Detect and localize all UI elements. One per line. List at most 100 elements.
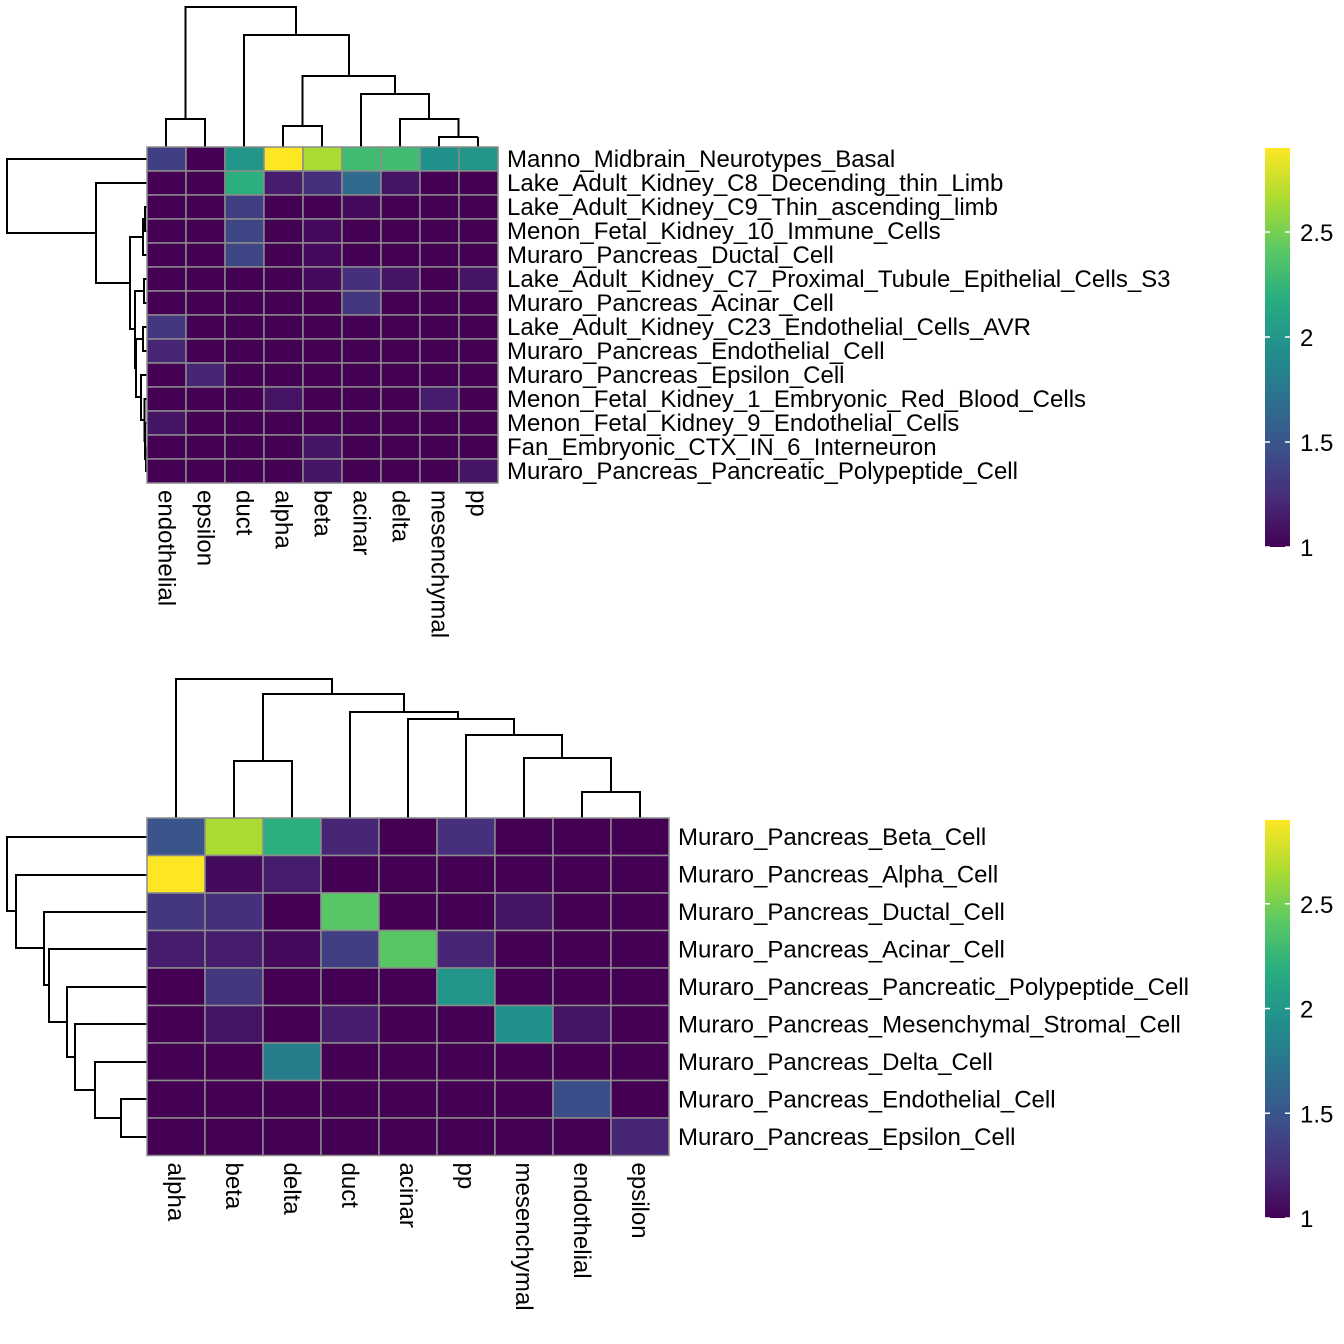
heatmap-cell [185, 458, 226, 484]
heatmap-cell [224, 218, 265, 244]
heatmap-cell [146, 1042, 206, 1082]
heatmap-cell [146, 146, 187, 172]
heatmap-cell [185, 290, 226, 316]
heatmap-cell [146, 1079, 206, 1119]
heatmap-cell [185, 218, 226, 244]
row-label: Menon_Fetal_Kidney_1_Embryonic_Red_Blood… [507, 386, 1086, 413]
column-dendrogram-branch [282, 125, 323, 147]
column-label: beta [220, 1163, 247, 1210]
heatmap-cell [302, 314, 343, 340]
heatmap-cell [224, 290, 265, 316]
row-label: Muraro_Pancreas_Mesenchymal_Stromal_Cell [678, 1011, 1181, 1038]
heatmap-cell [380, 338, 421, 364]
column-label: mesenchymal [426, 490, 453, 638]
column-label: duct [231, 490, 258, 536]
heatmap-cell [262, 1079, 322, 1119]
heatmap-cell [185, 194, 226, 220]
heatmap-cell [494, 1117, 554, 1157]
heatmap-cell [419, 146, 460, 172]
heatmap-cell [302, 218, 343, 244]
column-dendrogram-branch [165, 118, 206, 147]
heatmap-cell [185, 170, 226, 196]
column-label: acinar [348, 490, 375, 555]
heatmap-cell [185, 410, 226, 436]
heatmap-cell [302, 458, 343, 484]
heatmap-cell [458, 218, 499, 244]
heatmap-cell [341, 146, 382, 172]
colorbar [1265, 148, 1290, 547]
column-label: beta [309, 490, 336, 537]
row-label: Fan_Embryonic_CTX_IN_6_Interneuron [507, 434, 937, 461]
heatmap-cell [224, 434, 265, 460]
row-label: Manno_Midbrain_Neurotypes_Basal [507, 146, 895, 173]
column-label: epsilon [192, 490, 219, 566]
heatmap-cell [204, 1042, 264, 1082]
heatmap-cell [262, 892, 322, 932]
heatmap-cell [146, 817, 206, 857]
heatmap-cell [185, 386, 226, 412]
heatmap-cell [494, 1042, 554, 1082]
heatmap-cell [263, 266, 304, 292]
column-dendrogram-branch [581, 791, 641, 818]
row-dendrogram-branch [48, 948, 147, 1023]
heatmap-cell [458, 290, 499, 316]
heatmap-cell [341, 266, 382, 292]
heatmap-cell [146, 1117, 206, 1157]
heatmap-cell [552, 929, 612, 969]
column-label: acinar [394, 1163, 421, 1228]
heatmap-cell [380, 314, 421, 340]
heatmap-cell [610, 1004, 670, 1044]
heatmap-cell [320, 1004, 380, 1044]
heatmap-cell [224, 266, 265, 292]
heatmap-cell [380, 290, 421, 316]
heatmap-cell [263, 362, 304, 388]
heatmap-cell [341, 410, 382, 436]
heatmap-cell [378, 929, 438, 969]
heatmap-cell [320, 817, 380, 857]
heatmap-cell [378, 817, 438, 857]
heatmap-cell [419, 362, 460, 388]
heatmap-cell [263, 410, 304, 436]
heatmap-cell [146, 338, 187, 364]
heatmap-cell [419, 338, 460, 364]
heatmap-cell [419, 266, 460, 292]
heatmap-cell [204, 1079, 264, 1119]
heatmap-cell [419, 242, 460, 268]
heatmap-cell [419, 218, 460, 244]
heatmap-cell [146, 1004, 206, 1044]
heatmap-cell [552, 817, 612, 857]
heatmap-cell [419, 314, 460, 340]
column-label: pp [465, 490, 492, 517]
column-dendrogram-branch [523, 757, 612, 818]
colorbar-tick-label: 1.5 [1300, 430, 1333, 457]
heatmap-cell [185, 314, 226, 340]
heatmap-cell [494, 817, 554, 857]
heatmap-cell [146, 290, 187, 316]
heatmap-cell [302, 194, 343, 220]
heatmap-cell [610, 854, 670, 894]
heatmap-cell [302, 266, 343, 292]
column-dendrogram-branch [349, 711, 459, 818]
heatmap-cell [458, 146, 499, 172]
heatmap-cell [378, 967, 438, 1007]
heatmap-cell [146, 458, 187, 484]
heatmap-cell [302, 434, 343, 460]
row-label: Lake_Adult_Kidney_C7_Proximal_Tubule_Epi… [507, 266, 1171, 293]
colorbar [1265, 820, 1290, 1218]
heatmap-cell [380, 386, 421, 412]
heatmap-cell [419, 458, 460, 484]
row-label: Lake_Adult_Kidney_C9_Thin_ascending_limb [507, 194, 998, 221]
column-label: alpha [162, 1163, 189, 1222]
heatmap-cell [185, 434, 226, 460]
row-label: Lake_Adult_Kidney_C8_Decending_thin_Limb [507, 170, 1003, 197]
heatmap-cell [378, 1004, 438, 1044]
heatmap-cell [263, 314, 304, 340]
heatmap-cell [552, 1042, 612, 1082]
heatmap-cell [224, 146, 265, 172]
heatmap-cells [146, 817, 670, 1157]
heatmap-cell [610, 1042, 670, 1082]
heatmap-cell [458, 314, 499, 340]
heatmap-cell [185, 362, 226, 388]
heatmap-cell [378, 1042, 438, 1082]
heatmap-cell [146, 854, 206, 894]
